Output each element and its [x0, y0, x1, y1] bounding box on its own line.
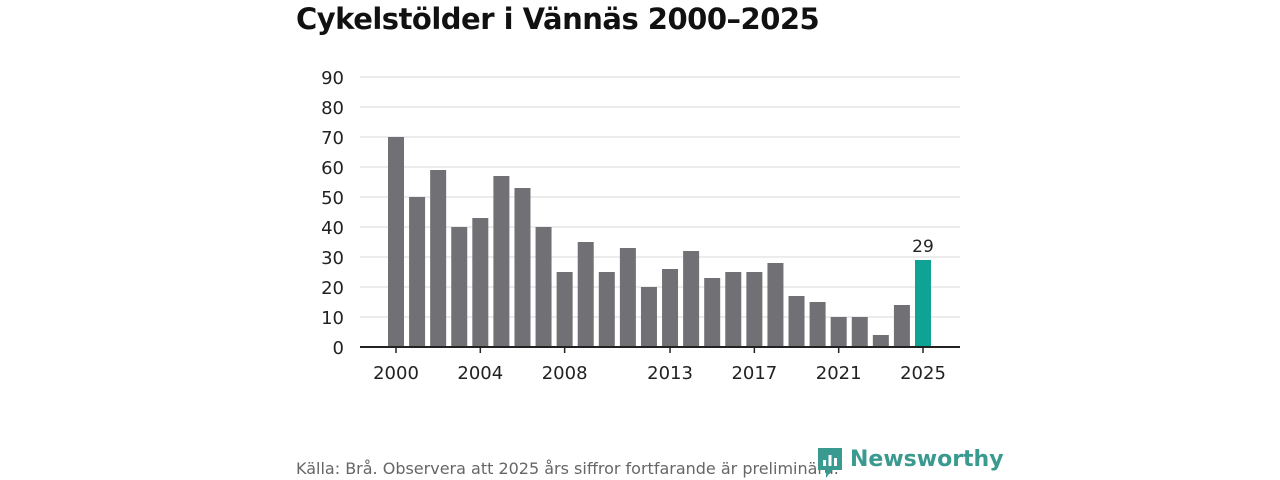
y-tick-label: 80 [321, 98, 344, 119]
bar-2016 [725, 272, 742, 347]
x-tick-label: 2013 [647, 363, 693, 384]
bar-2004 [472, 218, 489, 347]
x-tick-label: 2017 [731, 363, 777, 384]
y-tick-label: 60 [321, 158, 344, 179]
y-tick-label: 10 [321, 308, 344, 329]
y-tick-label: 50 [321, 188, 344, 209]
bar-2003 [451, 227, 468, 347]
bar-2009 [577, 242, 594, 347]
bar-2013 [662, 269, 679, 347]
brand-name: Newsworthy [850, 447, 1004, 472]
y-tick-label: 90 [321, 68, 344, 89]
y-tick-label: 70 [321, 128, 344, 149]
bar-2007 [535, 227, 552, 347]
bar-2018 [767, 263, 784, 347]
bar-2021 [830, 317, 847, 347]
bar-2001 [409, 197, 426, 347]
x-tick-label: 2000 [373, 363, 419, 384]
bar-2017 [746, 272, 763, 347]
bar-chart: 29 2000 2004 2008 2013 2017 2021 2025 0 10 20 30 4… [321, 68, 960, 384]
x-tick-label: 2008 [542, 363, 588, 384]
bar-2005 [493, 176, 510, 347]
bar-2006 [514, 188, 531, 347]
bar-2011 [619, 248, 636, 347]
x-tick-label: 2025 [900, 363, 946, 384]
bar-2024 [893, 305, 910, 347]
y-tick-label: 30 [321, 248, 344, 269]
y-tick-label: 0 [333, 338, 344, 359]
x-axis-ticks: 2000 2004 2008 2013 2017 2021 2025 [373, 347, 946, 384]
bar-2000 [388, 137, 404, 347]
bar-2022 [851, 317, 868, 347]
bar-2019 [788, 296, 805, 347]
bar-2010 [598, 272, 615, 347]
bars [388, 137, 931, 347]
bar-2014 [683, 251, 700, 347]
bar-2023 [872, 335, 889, 347]
data-label-2025: 29 [912, 237, 934, 257]
y-tick-label: 40 [321, 218, 344, 239]
newsworthy-logo-icon [818, 448, 842, 478]
y-tick-label: 20 [321, 278, 344, 299]
bar-2025 [915, 260, 931, 347]
y-axis-ticks: 0 10 20 30 40 50 60 70 80 90 [321, 68, 344, 359]
bar-2002 [430, 170, 447, 347]
gridlines [360, 76, 960, 318]
source-note: Källa: Brå. Observera att 2025 års siffr… [296, 459, 839, 478]
chart-title: Cykelstölder i Vännäs 2000–2025 [296, 2, 820, 36]
x-tick-label: 2021 [816, 363, 862, 384]
bar-2020 [809, 302, 826, 347]
bar-2008 [556, 272, 573, 347]
newsworthy-logo: Newsworthy [816, 446, 1004, 480]
data-labels: 29 [912, 237, 934, 257]
bar-2015 [704, 278, 721, 347]
bar-2012 [640, 287, 657, 347]
x-tick-label: 2004 [457, 363, 503, 384]
